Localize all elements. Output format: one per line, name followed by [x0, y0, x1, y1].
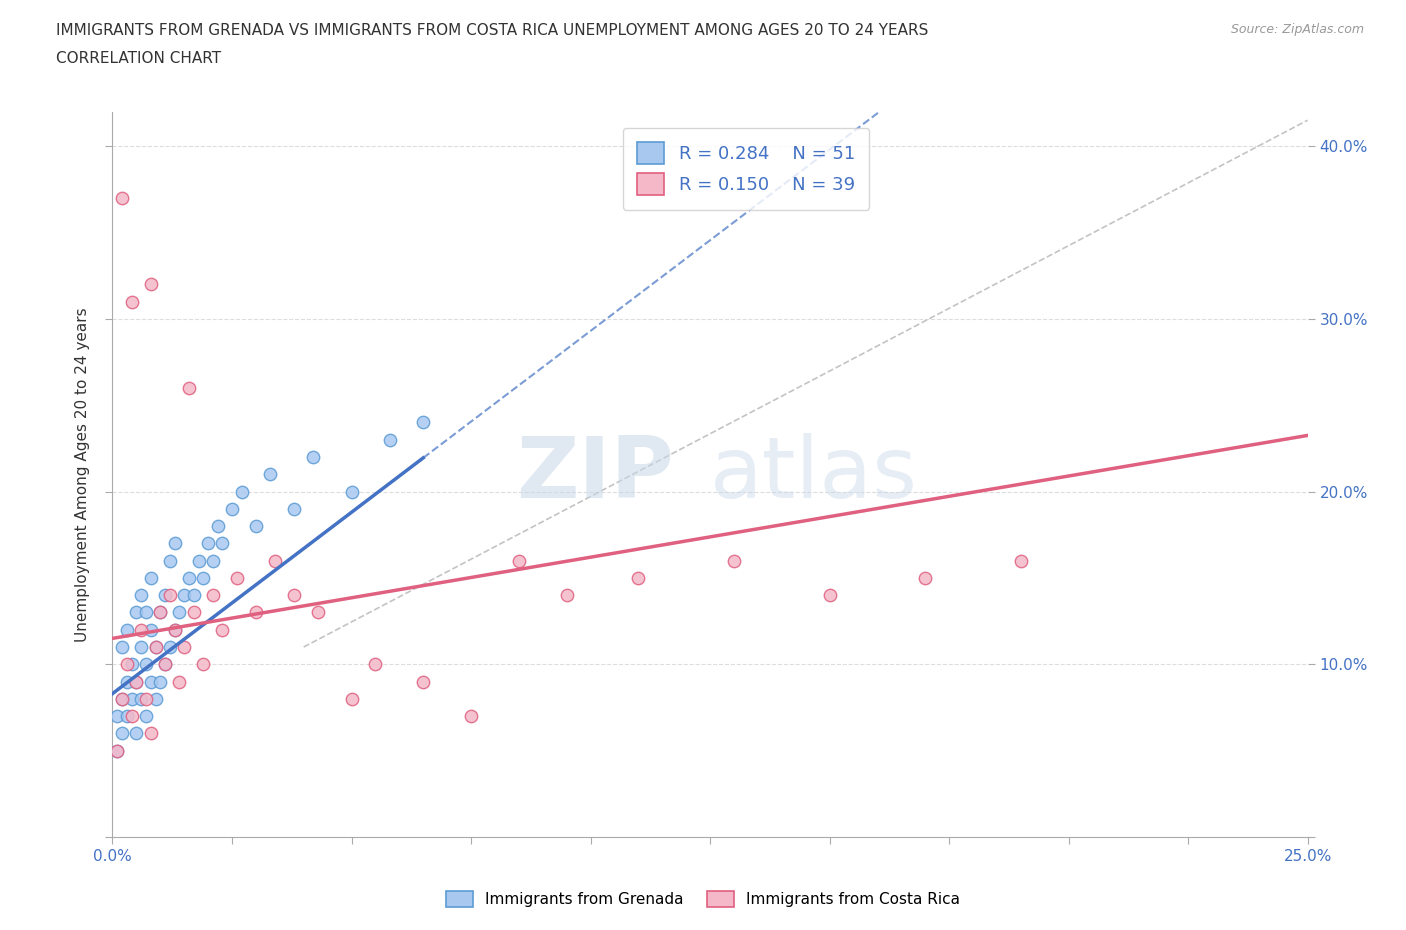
Point [145, 691, 167, 706]
Point [105, 709, 128, 724]
Point [159, 553, 181, 568]
Point [111, 640, 134, 655]
Point [264, 553, 287, 568]
Point [139, 277, 162, 292]
Point [149, 605, 172, 620]
Point [111, 191, 134, 206]
Point [121, 709, 143, 724]
Point [111, 691, 134, 706]
Point [159, 640, 181, 655]
Point [149, 674, 172, 689]
Text: Source: ZipAtlas.com: Source: ZipAtlas.com [1230, 23, 1364, 36]
Point [259, 467, 281, 482]
Point [914, 570, 936, 585]
Point [187, 553, 209, 568]
Point [121, 657, 143, 671]
Text: ZIP: ZIP [516, 432, 675, 516]
Point [135, 657, 157, 671]
Point [111, 691, 134, 706]
Point [307, 605, 329, 620]
Point [121, 691, 143, 706]
Point [129, 640, 152, 655]
Point [207, 519, 229, 534]
Point [149, 605, 172, 620]
Text: CORRELATION CHART: CORRELATION CHART [56, 51, 221, 66]
Point [364, 657, 387, 671]
Point [135, 691, 157, 706]
Point [135, 605, 157, 620]
Point [412, 415, 434, 430]
Legend: R = 0.284    N = 51, R = 0.150    N = 39: R = 0.284 N = 51, R = 0.150 N = 39 [623, 128, 869, 210]
Point [211, 622, 233, 637]
Point [169, 674, 191, 689]
Point [340, 485, 363, 499]
Point [245, 519, 267, 534]
Point [173, 588, 195, 603]
Point [125, 674, 148, 689]
Text: atlas: atlas [710, 432, 918, 516]
Y-axis label: Unemployment Among Ages 20 to 24 years: Unemployment Among Ages 20 to 24 years [75, 307, 90, 642]
Point [378, 432, 401, 447]
Legend: Immigrants from Grenada, Immigrants from Costa Rica: Immigrants from Grenada, Immigrants from… [440, 884, 966, 913]
Point [125, 726, 148, 741]
Point [153, 588, 176, 603]
Point [129, 691, 152, 706]
Point [139, 570, 162, 585]
Point [197, 536, 219, 551]
Point [177, 570, 200, 585]
Point [145, 640, 167, 655]
Point [201, 588, 224, 603]
Text: IMMIGRANTS FROM GRENADA VS IMMIGRANTS FROM COSTA RICA UNEMPLOYMENT AMONG AGES 20: IMMIGRANTS FROM GRENADA VS IMMIGRANTS FR… [56, 23, 928, 38]
Point [723, 553, 745, 568]
Point [177, 380, 200, 395]
Point [159, 588, 181, 603]
Point [302, 449, 325, 464]
Point [460, 709, 482, 724]
Point [627, 570, 650, 585]
Point [115, 709, 138, 724]
Point [221, 501, 243, 516]
Point [139, 622, 162, 637]
Point [105, 743, 128, 758]
Point [135, 709, 157, 724]
Point [555, 588, 578, 603]
Point [818, 588, 841, 603]
Point [245, 605, 267, 620]
Point [129, 622, 152, 637]
Point [125, 605, 148, 620]
Point [412, 674, 434, 689]
Point [111, 726, 134, 741]
Point [163, 622, 186, 637]
Point [139, 726, 162, 741]
Point [193, 657, 215, 671]
Point [129, 588, 152, 603]
Point [115, 657, 138, 671]
Point [121, 294, 143, 309]
Point [163, 622, 186, 637]
Point [283, 588, 305, 603]
Point [183, 588, 205, 603]
Point [173, 640, 195, 655]
Point [139, 674, 162, 689]
Point [163, 536, 186, 551]
Point [183, 605, 205, 620]
Point [153, 657, 176, 671]
Point [193, 570, 215, 585]
Point [508, 553, 530, 568]
Point [145, 640, 167, 655]
Point [225, 570, 247, 585]
Point [105, 743, 128, 758]
Point [1010, 553, 1032, 568]
Point [201, 553, 224, 568]
Point [231, 485, 253, 499]
Point [211, 536, 233, 551]
Point [115, 674, 138, 689]
Point [169, 605, 191, 620]
Point [115, 622, 138, 637]
Point [340, 691, 363, 706]
Point [125, 674, 148, 689]
Point [153, 657, 176, 671]
Point [283, 501, 305, 516]
